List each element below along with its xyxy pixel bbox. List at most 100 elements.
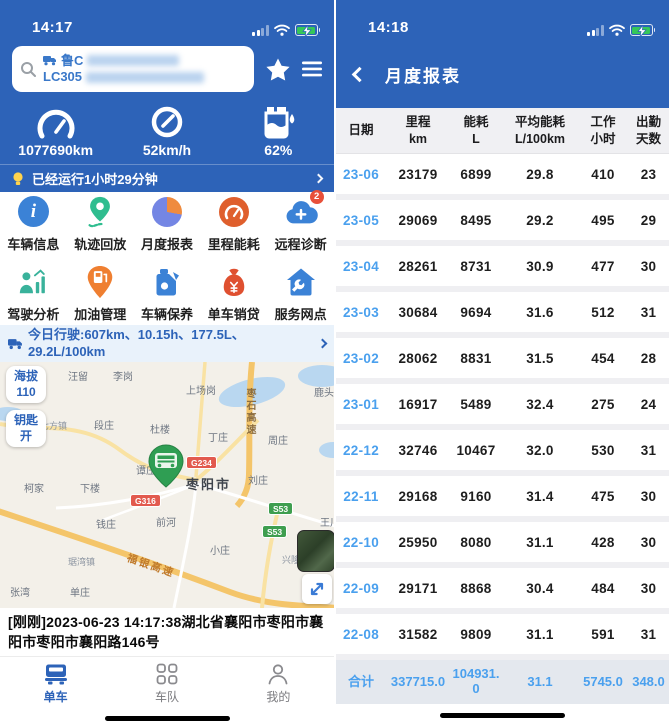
signal-icon bbox=[587, 25, 604, 36]
menu-item-monthly-report[interactable]: 月度报表 bbox=[134, 195, 201, 253]
menu-item-mileage-energy[interactable]: 里程能耗 bbox=[200, 195, 267, 253]
menu-item-vehicle-loan[interactable]: 单车销贷 bbox=[200, 265, 267, 323]
fuel-value: 62% bbox=[264, 142, 293, 158]
row-value: 31582 bbox=[398, 626, 438, 642]
road-badge: G234 bbox=[186, 456, 217, 469]
row-value: 25950 bbox=[398, 534, 438, 550]
service-network-icon bbox=[284, 265, 318, 299]
menu-item-remote-diagnosis[interactable]: 2 远程诊断 bbox=[274, 189, 327, 252]
column-header: 能耗 L bbox=[463, 115, 489, 146]
row-value: 5489 bbox=[460, 396, 492, 412]
fuel-stat: 62% bbox=[223, 100, 334, 158]
row-date: 23-03 bbox=[342, 304, 380, 320]
menu-item-service-network[interactable]: 服务网点 bbox=[267, 265, 334, 323]
row-value: 31.5 bbox=[526, 350, 554, 366]
row-value: 475 bbox=[591, 488, 615, 504]
plate-redacted-1 bbox=[87, 55, 180, 67]
row-value: 32.0 bbox=[526, 442, 554, 458]
vehicle-search-field[interactable]: 鲁C LC305 bbox=[12, 46, 254, 92]
status-bar: 14:18 bbox=[336, 0, 669, 40]
bulb-icon bbox=[13, 171, 23, 185]
table-row[interactable]: 22-09 29171 8868 30.4 484 30 bbox=[336, 568, 669, 614]
row-value: 31 bbox=[640, 626, 657, 642]
track-replay-icon bbox=[83, 195, 117, 229]
row-value: 530 bbox=[591, 442, 615, 458]
table-row[interactable]: 22-11 29168 9160 31.4 475 30 bbox=[336, 476, 669, 522]
menu-item-vehicle-info[interactable]: 车辆信息 bbox=[0, 195, 67, 253]
key-status-badge: 钥匙开 bbox=[6, 410, 47, 448]
row-value: 31.1 bbox=[526, 534, 554, 550]
map-place-label: 钱庄 bbox=[96, 520, 116, 531]
table-row[interactable]: 23-02 28062 8831 31.5 454 28 bbox=[336, 338, 669, 384]
row-value: 30684 bbox=[398, 304, 438, 320]
row-date: 23-06 bbox=[342, 166, 380, 182]
row-value: 29.2 bbox=[526, 212, 554, 228]
row-date: 23-02 bbox=[342, 350, 380, 366]
map-expand-button[interactable] bbox=[302, 574, 332, 604]
last-position-address: [刚刚]2023-06-23 14:17:38湖北省襄阳市枣阳市襄阳市枣阳市襄阳… bbox=[0, 608, 334, 656]
table-row[interactable]: 22-10 25950 8080 31.1 428 30 bbox=[336, 522, 669, 568]
row-date: 22-10 bbox=[342, 534, 380, 550]
menu-item-refuel-management[interactable]: 加油管理 bbox=[67, 265, 134, 323]
row-value: 8831 bbox=[460, 350, 492, 366]
table-row[interactable]: 23-04 28261 8731 30.9 477 30 bbox=[336, 246, 669, 292]
table-row[interactable]: 23-01 16917 5489 32.4 275 24 bbox=[336, 384, 669, 430]
today-trip-text: 今日行驶:607km、10.15h、177.5L、29.2L/100km bbox=[28, 326, 245, 359]
row-value: 31.1 bbox=[526, 626, 554, 642]
table-row[interactable]: 22-12 32746 10467 32.0 530 31 bbox=[336, 430, 669, 476]
row-value: 477 bbox=[591, 258, 615, 274]
menu-item-track-replay[interactable]: 轨迹回放 bbox=[67, 195, 134, 253]
status-icons bbox=[252, 24, 320, 37]
road-badge: S53 bbox=[262, 525, 288, 538]
row-value: 9809 bbox=[460, 626, 492, 642]
vehicle-home-screen: 14:17 鲁C bbox=[0, 0, 334, 726]
tab-profile[interactable]: 我的 bbox=[223, 657, 334, 710]
dashboard-stats: 1077690km 52km/h 62% bbox=[0, 98, 334, 164]
menu-item-vehicle-maintenance[interactable]: 车辆保养 bbox=[134, 265, 201, 323]
refuel-management-icon bbox=[83, 265, 117, 299]
row-value: 30.4 bbox=[526, 580, 554, 596]
today-trip-bar[interactable]: 今日行驶:607km、10.15h、177.5L、29.2L/100km bbox=[0, 325, 334, 362]
row-value: 10467 bbox=[456, 442, 496, 458]
status-time: 14:17 bbox=[32, 19, 73, 36]
total-value: 31.1 bbox=[527, 673, 553, 689]
right-blue-header: 14:18 月度报表 bbox=[336, 0, 669, 108]
home-indicator[interactable] bbox=[440, 712, 565, 718]
map-view[interactable]: 汪留 李岗 上场岗 鹿头镇 七方镇 段庄 杜楼 丁庄 周庄 谭庄 刘庄 柯家 下… bbox=[0, 362, 334, 608]
running-time-notice[interactable]: 已经运行1小时29分钟 bbox=[0, 164, 334, 192]
favorite-star-icon[interactable] bbox=[266, 58, 290, 81]
map-place-label: 下楼 bbox=[80, 484, 100, 495]
vehicle-marker-pin[interactable] bbox=[148, 444, 184, 493]
map-place-label: 丁庄 bbox=[208, 433, 228, 444]
wifi-icon bbox=[273, 24, 290, 36]
row-value: 29.8 bbox=[526, 166, 554, 182]
row-value: 591 bbox=[591, 626, 615, 642]
table-row[interactable]: 22-08 31582 9809 31.1 591 31 bbox=[336, 614, 669, 660]
status-icons bbox=[587, 24, 655, 37]
home-indicator[interactable] bbox=[104, 715, 230, 721]
column-header: 平均能耗 L/100km bbox=[514, 115, 566, 146]
tab-single-vehicle[interactable]: 单车 bbox=[0, 657, 111, 710]
plate-code: LC305 bbox=[43, 69, 83, 84]
map-place-label: 谭庄 bbox=[136, 466, 156, 477]
row-value: 30 bbox=[640, 580, 657, 596]
tab-fleet[interactable]: 车队 bbox=[111, 657, 222, 710]
monthly-report-icon bbox=[151, 196, 182, 227]
table-row[interactable]: 23-06 23179 6899 29.8 410 23 bbox=[336, 154, 669, 200]
map-place-label: 琚湾镇 bbox=[68, 557, 96, 567]
column-header: 工作 小时 bbox=[590, 115, 616, 146]
back-button[interactable] bbox=[351, 66, 368, 82]
map-place-label: 小庄 bbox=[210, 546, 230, 557]
row-value: 495 bbox=[591, 212, 615, 228]
report-total-row: 合计 337715.0 104931.0 31.1 5745.0 348.0 bbox=[336, 660, 669, 704]
menu-item-driving-analysis[interactable]: 驾驶分析 bbox=[0, 265, 67, 323]
truck-icon bbox=[44, 664, 67, 684]
satellite-layer-thumbnail[interactable] bbox=[297, 530, 334, 572]
table-row[interactable]: 23-03 30684 9694 31.6 512 31 bbox=[336, 292, 669, 338]
row-value: 512 bbox=[591, 304, 615, 320]
vehicle-list-icon[interactable] bbox=[302, 61, 322, 77]
map-place-label: 杜楼 bbox=[150, 425, 170, 436]
wifi-icon bbox=[608, 24, 625, 36]
row-date: 22-12 bbox=[342, 442, 380, 458]
table-row[interactable]: 23-05 29069 8495 29.2 495 29 bbox=[336, 200, 669, 246]
